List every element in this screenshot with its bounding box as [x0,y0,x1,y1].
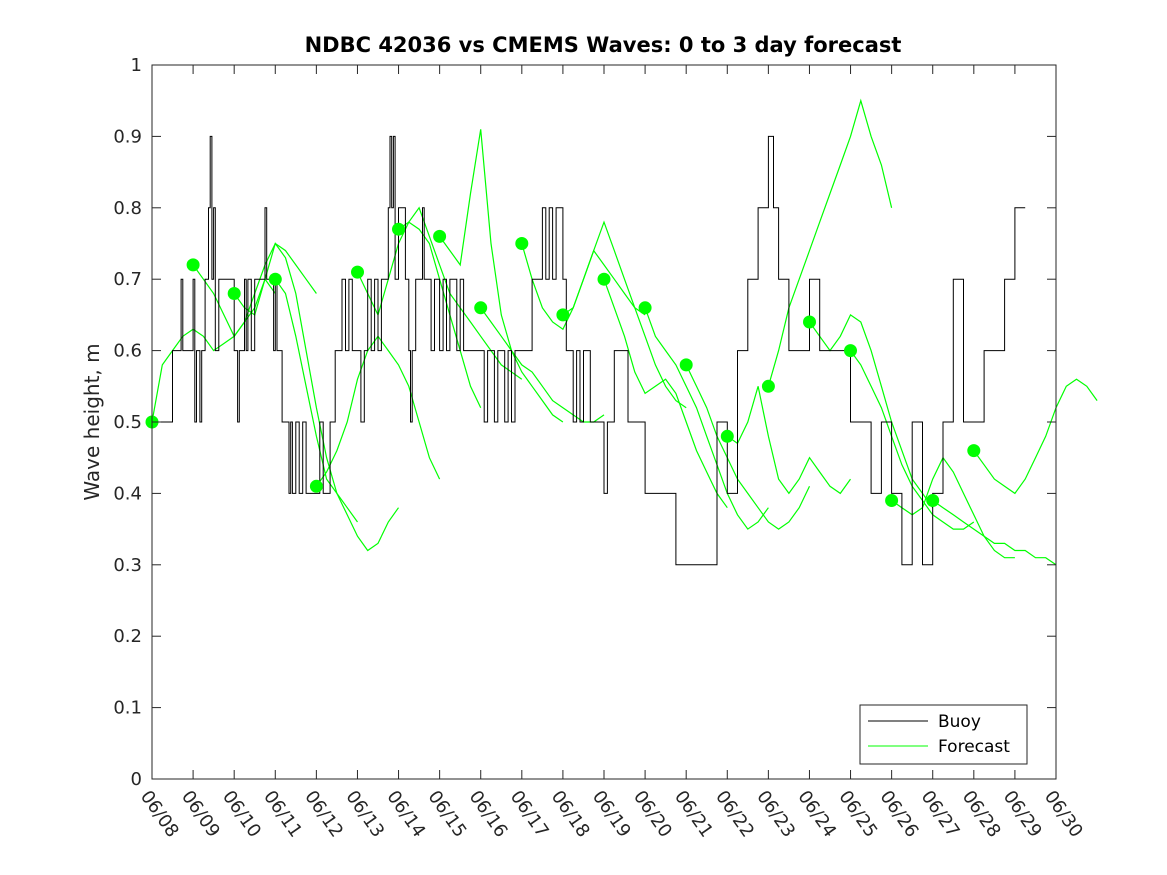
forecast-start-marker-10 [515,237,529,250]
forecast-start-marker-7 [392,222,405,236]
forecast-start-marker-20 [926,494,940,507]
forecast-line-14 [685,364,811,530]
y-tick-label: 0.3 [113,555,142,576]
forecast-start-marker-11 [556,308,570,322]
y-tick-label: 0.8 [113,198,142,219]
y-tick-label: 0 [131,769,142,790]
y-tick-label: 0.9 [113,126,142,147]
y-tick-label: 0.2 [113,626,142,647]
forecast-start-marker-19 [885,494,899,507]
forecast-start-marker-4 [268,272,282,286]
y-tick-label: 0.7 [113,269,142,290]
forecast-start-marker-18 [844,344,857,358]
legend-label-forecast: Forecast [938,737,1010,757]
chart-title: NDBC 42036 vs CMEMS Waves: 0 to 3 day fo… [305,33,902,57]
forecast-line-20 [932,500,1057,566]
forecast-start-marker-2 [186,258,200,272]
forecast-start-marker-16 [761,379,775,393]
legend-label-buoy: Buoy [938,712,981,732]
forecast-line-4 [274,278,399,552]
legend-box [859,704,1028,765]
forecast-start-marker-21 [967,444,981,458]
forecast-start-marker-15 [720,429,734,443]
forecast-start-marker-13 [638,301,652,315]
forecast-start-marker-14 [679,358,693,372]
y-tick-label: 0.5 [113,412,142,433]
plot-area [145,98,1098,566]
forecast-start-marker-8 [433,229,447,243]
y-tick-label: 1 [131,55,142,76]
forecast-line-11 [562,220,687,409]
forecast-start-marker-9 [474,301,488,315]
forecast-start-marker-12 [597,272,611,286]
y-tick-label: 0.1 [113,698,142,719]
forecast-start-marker-3 [227,287,241,300]
buoy-series-line [152,135,1026,566]
legend: Buoy Forecast [859,704,1028,765]
forecast-line-21 [973,378,1098,495]
forecast-start-marker-17 [803,315,816,329]
forecast-line-13 [644,307,769,530]
y-tick-label: 0.6 [113,341,142,362]
forecast-start-marker-5 [309,479,323,493]
forecast-line-8 [439,129,564,423]
forecast-start-marker-6 [351,265,364,279]
forecast-line-12 [603,278,728,509]
y-axis-title: Wave height, m [80,343,104,500]
forecast-line-15 [726,386,851,495]
y-tick-label: 0.4 [113,483,142,504]
